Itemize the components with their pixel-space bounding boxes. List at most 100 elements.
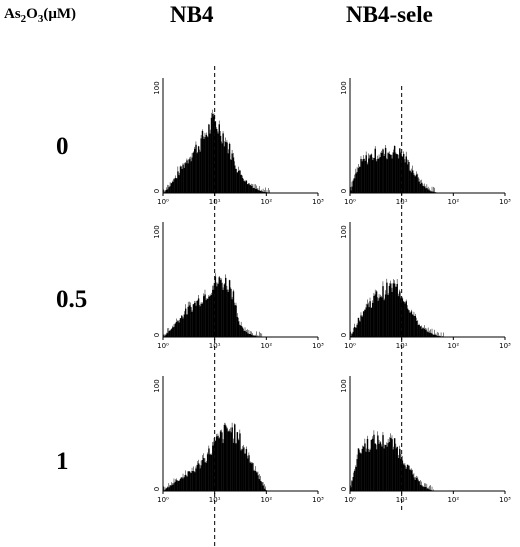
histogram-bar-nb4-row-0: [221, 143, 223, 193]
histogram-bar-nb4-sele-row-0: [410, 172, 413, 193]
histogram-bar-nb4-sele-row-0: [388, 154, 391, 193]
histogram-bar-nb4-sele-row-1: [352, 477, 355, 491]
histogram-bar-nb4-row-0-5: [222, 289, 224, 337]
histogram-bar-nb4-sele-row-0-5: [439, 336, 441, 337]
histogram-bar-nb4-row-1: [248, 455, 250, 491]
histogram-bar-nb4-row-1: [223, 424, 226, 491]
histogram-bar-nb4-sele-row-1: [366, 438, 369, 491]
histogram-bar-nb4-sele-row-0: [369, 155, 371, 193]
histogram-bar-nb4-row-0-5: [212, 289, 214, 337]
y-tick-label-max-nb4-row-1: 100: [153, 379, 161, 392]
histogram-bar-nb4-row-1: [186, 476, 188, 491]
histogram-bar-nb4-row-0: [265, 192, 267, 193]
histogram-bar-nb4-sele-row-1: [381, 446, 383, 491]
histogram-bar-nb4-row-1: [213, 441, 215, 491]
histogram-bar-nb4-sele-row-0: [353, 178, 356, 193]
histogram-bar-nb4-row-1: [243, 447, 245, 491]
histogram-bar-nb4-sele-row-1: [427, 488, 429, 491]
histogram-bar-nb4-row-1: [232, 442, 235, 491]
histogram-bar-nb4-row-0-5: [182, 318, 184, 337]
histogram-bar-nb4-sele-row-1: [377, 435, 379, 491]
histogram-bar-nb4-row-0-5: [179, 318, 182, 337]
histogram-bar-nb4-row-0: [243, 180, 245, 193]
histogram-bar-nb4-row-0: [217, 133, 219, 193]
histogram-bar-nb4-row-0: [204, 137, 206, 193]
histogram-bar-nb4-row-0: [262, 191, 264, 193]
histogram-bar-nb4-sele-row-0-5: [377, 300, 379, 337]
histogram-bar-nb4-row-1: [164, 489, 166, 491]
histogram-bar-nb4-row-1: [227, 431, 230, 491]
histogram-bar-nb4-sele-row-1: [406, 464, 409, 491]
histogram-bar-nb4-row-0: [249, 185, 251, 193]
histogram-bar-nb4-sele-row-1: [393, 438, 396, 491]
histogram-bar-nb4-row-0: [252, 187, 254, 193]
histogram-bar-nb4-sele-row-0-5: [409, 312, 411, 337]
y-tick-label-min-nb4-row-1: 0: [153, 487, 161, 491]
histogram-bar-nb4-row-1: [175, 480, 178, 491]
histogram-bar-nb4-row-0-5: [178, 322, 180, 337]
histogram-bar-nb4-row-1: [169, 485, 171, 491]
histogram-bar-nb4-sele-row-0: [383, 155, 386, 193]
histogram-bar-nb4-row-0: [225, 141, 227, 193]
histogram-bar-nb4-row-1: [199, 468, 201, 491]
histogram-bar-nb4-sele-row-0: [402, 153, 405, 193]
x-tick-label-nb4-row-1-2: 10²: [260, 496, 272, 504]
histogram-bar-nb4-sele-row-0: [406, 164, 409, 193]
histogram-bar-nb4-row-1: [257, 475, 259, 491]
histogram-bar-nb4-sele-row-0-5: [357, 317, 360, 337]
x-tick-label-nb4-row-0-5-2: 10²: [260, 342, 272, 350]
histogram-bar-nb4-sele-row-1: [384, 444, 387, 491]
histogram-bar-nb4-row-0: [168, 187, 170, 193]
histogram-bar-nb4-sele-row-0: [387, 153, 389, 193]
histogram-bar-nb4-sele-row-0-5: [353, 327, 356, 337]
histogram-bar-nb4-sele-row-0: [373, 157, 375, 193]
x-tick-label-nb4-row-0-0: 10⁰: [157, 198, 169, 206]
histogram-bar-nb4-sele-row-0-5: [384, 294, 387, 337]
y-tick-label-min-nb4-sele-row-0: 0: [340, 189, 348, 193]
histogram-bar-nb4-sele-row-0-5: [356, 324, 358, 337]
histogram-bar-nb4-row-0-5: [232, 291, 235, 337]
histogram-bar-nb4-sele-row-0: [418, 181, 420, 193]
histogram-bar-nb4-sele-row-0: [359, 166, 361, 193]
histogram-bar-nb4-sele-row-1: [378, 443, 380, 491]
histogram-bar-nb4-row-0: [169, 186, 171, 193]
histogram-bar-nb4-sele-row-0: [365, 155, 367, 193]
histogram-bar-nb4-row-1: [250, 463, 253, 491]
histogram-bar-nb4-sele-row-0-5: [435, 334, 437, 337]
histogram-bar-nb4-row-0-5: [236, 317, 239, 337]
histogram-bar-nb4-sele-row-1: [382, 435, 384, 491]
histogram-bar-nb4-row-1: [181, 477, 183, 491]
histogram-bar-nb4-sele-row-1: [424, 486, 427, 491]
histogram-bar-nb4-sele-row-0: [386, 159, 388, 193]
histogram-bar-nb4-row-0-5: [170, 329, 173, 337]
histogram-bar-nb4-sele-row-1: [399, 448, 401, 491]
histogram-bar-nb4-sele-row-1: [419, 484, 422, 491]
histogram-bar-nb4-sele-row-0: [368, 158, 370, 193]
histogram-bar-nb4-sele-row-0-5: [431, 333, 433, 337]
histogram-bar-nb4-row-1: [228, 431, 231, 491]
histogram-bar-nb4-sele-row-0-5: [391, 291, 393, 337]
histogram-bar-nb4-row-0: [248, 183, 250, 193]
histogram-bar-nb4-row-0: [192, 152, 195, 193]
histogram-bar-nb4-row-0: [231, 153, 233, 193]
histogram-bar-nb4-row-0-5: [239, 325, 241, 337]
histogram-bar-nb4-row-0-5: [241, 327, 244, 337]
histogram-bar-nb4-row-0-5: [250, 334, 253, 337]
histogram-bar-nb4-sele-row-0-5: [417, 324, 419, 337]
histogram-bar-nb4-row-0: [173, 179, 175, 193]
histogram-bar-nb4-row-1: [231, 427, 233, 491]
y-tick-label-min-nb4-sele-row-0-5: 0: [340, 333, 348, 337]
histogram-bar-nb4-sele-row-0-5: [392, 283, 395, 337]
histogram-bar-nb4-row-0-5: [194, 302, 196, 337]
histogram-bar-nb4-sele-row-0: [400, 153, 402, 193]
histogram-bar-nb4-sele-row-0-5: [410, 311, 413, 337]
histogram-bar-nb4-row-1: [204, 462, 206, 491]
histogram-bar-nb4-sele-row-1: [386, 446, 388, 491]
histogram-bar-nb4-sele-row-0: [405, 156, 407, 193]
histogram-bar-nb4-row-1: [187, 471, 189, 491]
y-tick-label-min-nb4-row-0-5: 0: [153, 333, 161, 337]
histogram-bar-nb4-sele-row-0: [384, 147, 387, 193]
histogram-bar-nb4-sele-row-0: [370, 154, 373, 193]
histogram-bar-nb4-row-0-5: [199, 306, 201, 337]
histogram-bar-nb4-row-1: [209, 454, 211, 491]
